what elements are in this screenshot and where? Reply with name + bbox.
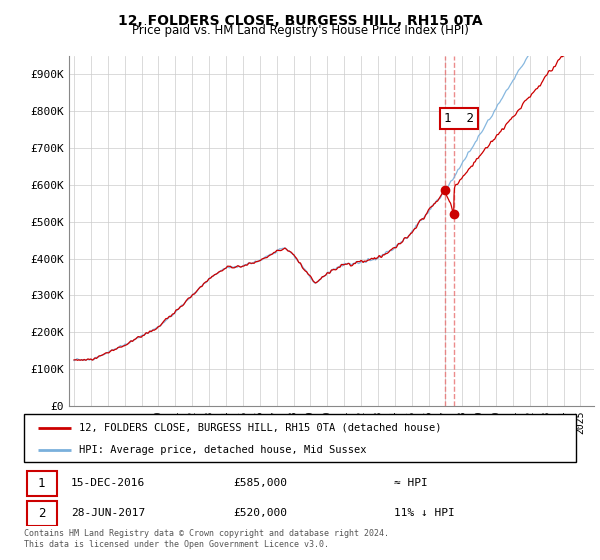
Text: 28-JUN-2017: 28-JUN-2017 [71, 508, 145, 519]
Text: £520,000: £520,000 [234, 508, 288, 519]
Text: Contains HM Land Registry data © Crown copyright and database right 2024.
This d: Contains HM Land Registry data © Crown c… [24, 529, 389, 549]
Text: 1  2: 1 2 [444, 112, 474, 125]
Bar [27, 501, 57, 526]
Text: 1: 1 [38, 477, 46, 490]
Text: 15-DEC-2016: 15-DEC-2016 [71, 478, 145, 488]
Text: 12, FOLDERS CLOSE, BURGESS HILL, RH15 0TA (detached house): 12, FOLDERS CLOSE, BURGESS HILL, RH15 0T… [79, 423, 442, 433]
Text: 11% ↓ HPI: 11% ↓ HPI [394, 508, 455, 519]
Text: 2: 2 [38, 507, 46, 520]
Text: HPI: Average price, detached house, Mid Sussex: HPI: Average price, detached house, Mid … [79, 445, 367, 455]
Text: ≈ HPI: ≈ HPI [394, 478, 428, 488]
Text: 12, FOLDERS CLOSE, BURGESS HILL, RH15 0TA: 12, FOLDERS CLOSE, BURGESS HILL, RH15 0T… [118, 14, 482, 28]
Text: Price paid vs. HM Land Registry's House Price Index (HPI): Price paid vs. HM Land Registry's House … [131, 24, 469, 37]
Bar [27, 471, 57, 496]
Text: £585,000: £585,000 [234, 478, 288, 488]
